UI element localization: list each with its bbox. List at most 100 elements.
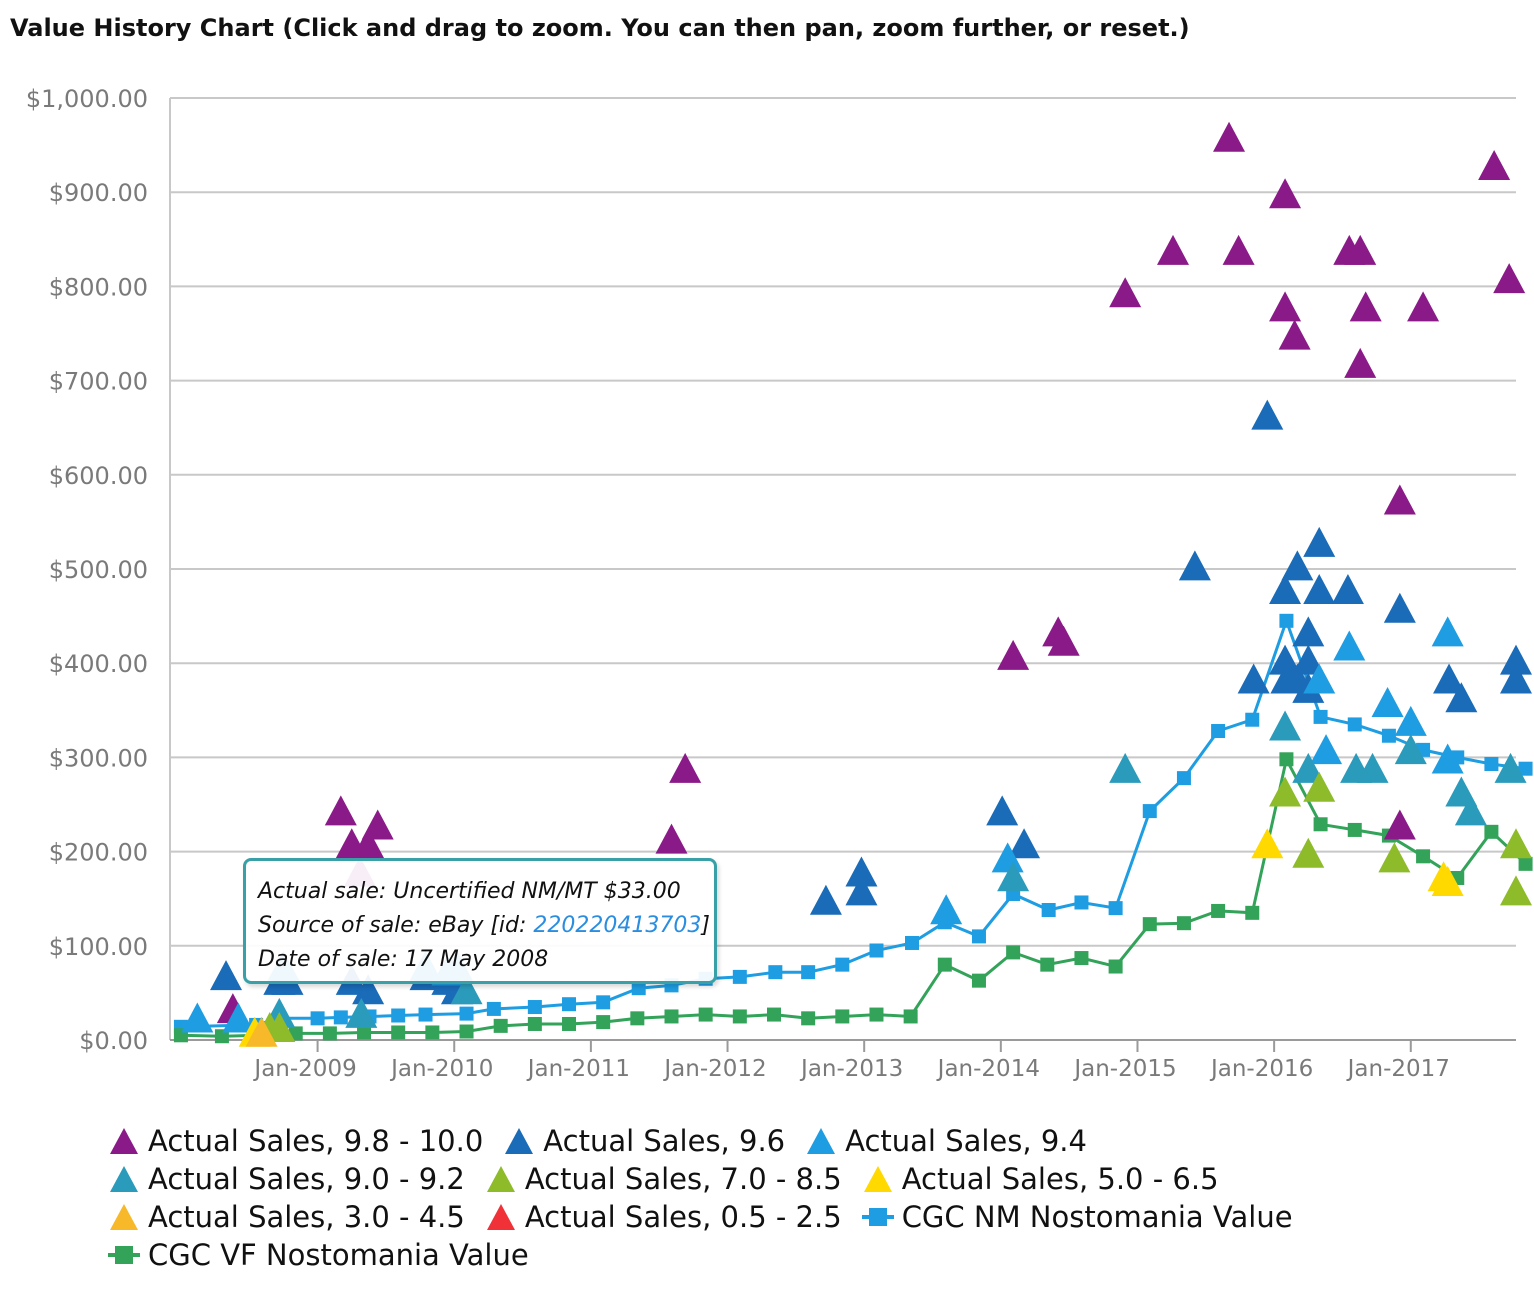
sale-point[interactable] xyxy=(222,1002,255,1033)
value-point[interactable] xyxy=(527,1000,542,1015)
tooltip-ebay-id-link[interactable]: 220220413703 xyxy=(533,913,702,938)
value-point[interactable] xyxy=(1279,613,1294,628)
sale-point[interactable] xyxy=(1407,291,1440,322)
sale-point[interactable] xyxy=(1494,752,1527,783)
sale-point[interactable] xyxy=(1331,573,1364,604)
legend-item[interactable]: Actual Sales, 7.0 - 8.5 xyxy=(483,1162,842,1196)
value-point[interactable] xyxy=(1484,756,1499,771)
value-point[interactable] xyxy=(903,1009,918,1024)
value-point[interactable] xyxy=(698,1007,713,1022)
legend-item[interactable]: CGC NM Nostomania Value xyxy=(860,1200,1293,1234)
value-point[interactable] xyxy=(971,929,986,944)
sale-point[interactable] xyxy=(1371,686,1404,717)
value-point[interactable] xyxy=(418,1007,433,1022)
sale-point[interactable] xyxy=(210,960,243,991)
sale-point[interactable] xyxy=(1431,865,1464,896)
sale-point[interactable] xyxy=(1310,734,1343,765)
sale-point[interactable] xyxy=(1292,644,1325,675)
sale-point[interactable] xyxy=(181,1002,214,1033)
sale-point[interactable] xyxy=(997,861,1030,892)
sale-point[interactable] xyxy=(1303,663,1336,694)
sale-point[interactable] xyxy=(1349,291,1382,322)
sale-point[interactable] xyxy=(1500,875,1532,906)
value-point[interactable] xyxy=(1006,945,1021,960)
sale-point[interactable] xyxy=(1378,842,1411,873)
value-point[interactable] xyxy=(1142,917,1157,932)
sale-point[interactable] xyxy=(997,639,1030,670)
sale-point[interactable] xyxy=(1047,625,1080,656)
sale-point[interactable] xyxy=(361,809,394,840)
sale-point[interactable] xyxy=(1269,776,1302,807)
sale-point[interactable] xyxy=(1269,710,1302,741)
value-point[interactable] xyxy=(1245,905,1260,920)
sale-point[interactable] xyxy=(1303,573,1336,604)
sale-point[interactable] xyxy=(245,1016,278,1047)
value-point[interactable] xyxy=(459,1006,474,1021)
value-point[interactable] xyxy=(835,957,850,972)
sale-point[interactable] xyxy=(1109,752,1142,783)
value-point[interactable] xyxy=(391,1008,406,1023)
sale-point[interactable] xyxy=(1445,682,1478,713)
sale-point[interactable] xyxy=(1356,752,1389,783)
sale-point[interactable] xyxy=(345,997,378,1028)
sale-point[interactable] xyxy=(845,856,878,887)
value-point[interactable] xyxy=(357,1025,372,1040)
sale-point[interactable] xyxy=(352,974,385,1005)
sale-point[interactable] xyxy=(1303,526,1336,557)
sale-point[interactable] xyxy=(1493,263,1526,294)
value-point[interactable] xyxy=(971,973,986,988)
legend-item[interactable]: Actual Sales, 9.4 xyxy=(803,1124,1087,1158)
value-point[interactable] xyxy=(1108,901,1123,916)
value-point[interactable] xyxy=(766,1007,781,1022)
value-point[interactable] xyxy=(835,1009,850,1024)
sale-point[interactable] xyxy=(1251,399,1284,430)
value-point[interactable] xyxy=(1108,959,1123,974)
sale-point[interactable] xyxy=(1303,771,1336,802)
sale-point[interactable] xyxy=(1500,828,1532,859)
value-point[interactable] xyxy=(310,1011,325,1026)
value-point[interactable] xyxy=(801,965,816,980)
value-point[interactable] xyxy=(630,1011,645,1026)
sale-point[interactable] xyxy=(845,875,878,906)
sale-point[interactable] xyxy=(669,752,702,783)
sale-point[interactable] xyxy=(1269,573,1302,604)
legend-item[interactable]: Actual Sales, 5.0 - 6.5 xyxy=(860,1162,1219,1196)
value-point[interactable] xyxy=(1313,817,1328,832)
value-point[interactable] xyxy=(391,1025,406,1040)
value-point[interactable] xyxy=(562,1016,577,1031)
sale-point[interactable] xyxy=(1278,319,1311,350)
value-point[interactable] xyxy=(527,1016,542,1031)
sale-point[interactable] xyxy=(1281,550,1314,581)
value-point[interactable] xyxy=(1416,849,1431,864)
value-point[interactable] xyxy=(486,1001,501,1016)
sale-point[interactable] xyxy=(1269,178,1302,209)
value-point[interactable] xyxy=(1041,903,1056,918)
value-point[interactable] xyxy=(768,965,783,980)
sale-point[interactable] xyxy=(1383,592,1416,623)
sale-point[interactable] xyxy=(1008,828,1041,859)
sale-point[interactable] xyxy=(809,884,842,915)
value-point[interactable] xyxy=(1347,822,1362,837)
sale-point[interactable] xyxy=(1292,616,1325,647)
sale-point[interactable] xyxy=(1478,150,1511,181)
sale-point[interactable] xyxy=(991,842,1024,873)
value-point[interactable] xyxy=(1211,903,1226,918)
value-point[interactable] xyxy=(333,1010,348,1025)
sale-point[interactable] xyxy=(930,894,963,925)
legend-item[interactable]: CGC VF Nostomania Value xyxy=(106,1238,529,1272)
value-point[interactable] xyxy=(732,1009,747,1024)
sale-point[interactable] xyxy=(986,795,1019,826)
sale-point[interactable] xyxy=(1394,734,1427,765)
legend-item[interactable]: Actual Sales, 9.0 - 9.2 xyxy=(106,1162,465,1196)
sale-point[interactable] xyxy=(1500,663,1532,694)
value-point[interactable] xyxy=(869,943,884,958)
sale-point[interactable] xyxy=(1109,277,1142,308)
sale-point[interactable] xyxy=(1344,347,1377,378)
value-point[interactable] xyxy=(1245,712,1260,727)
sale-point[interactable] xyxy=(324,795,357,826)
sale-point[interactable] xyxy=(1213,121,1246,152)
value-point[interactable] xyxy=(1313,709,1328,724)
value-point[interactable] xyxy=(631,981,646,996)
sale-point[interactable] xyxy=(1454,795,1487,826)
legend-item[interactable]: Actual Sales, 9.8 - 10.0 xyxy=(106,1124,483,1158)
